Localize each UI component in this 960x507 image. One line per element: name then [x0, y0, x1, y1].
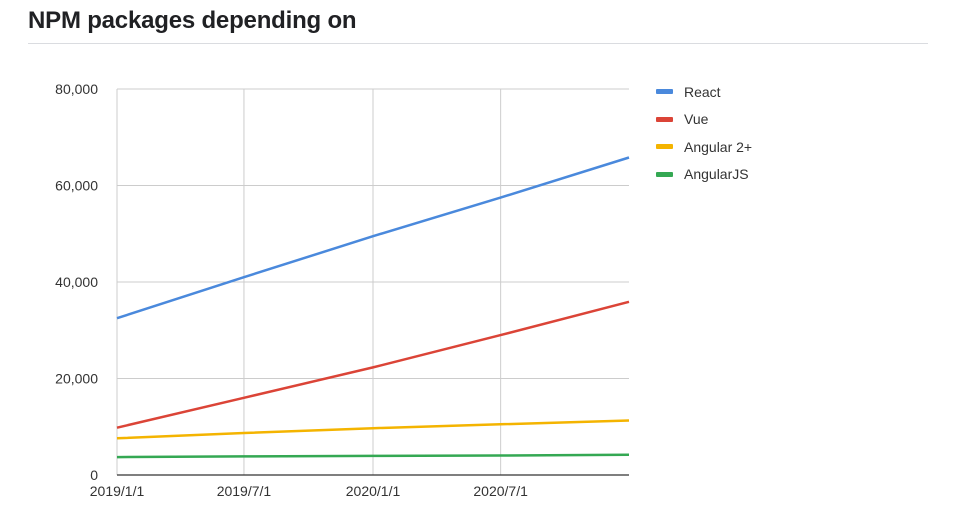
y-tick-label: 80,000: [55, 81, 98, 97]
legend-swatch: [656, 116, 673, 122]
legend-item: Vue: [656, 106, 752, 134]
legend-label: Vue: [684, 111, 709, 128]
legend: React Vue Angular 2+ AngularJS: [656, 78, 752, 188]
legend-item: AngularJS: [656, 161, 752, 189]
legend-item: React: [656, 78, 752, 106]
legend-swatch: [656, 171, 673, 177]
chart-title: NPM packages depending on: [28, 7, 357, 34]
title-divider: [28, 43, 928, 44]
y-tick-label: 60,000: [55, 178, 98, 194]
x-tick-label: 2019/1/1: [90, 483, 145, 499]
legend-label: AngularJS: [684, 166, 749, 183]
y-tick-label: 20,000: [55, 371, 98, 387]
x-tick-label: 2019/7/1: [217, 483, 272, 499]
y-tick-label: 0: [90, 467, 98, 483]
x-tick-label: 2020/1/1: [346, 483, 401, 499]
gridlines: [116, 88, 629, 475]
legend-item: Angular 2+: [656, 133, 752, 161]
series-line-react: [116, 156, 630, 320]
series-line-angularjs: [116, 453, 630, 459]
series-lines: [116, 156, 630, 459]
series-line-angular-2-: [116, 419, 630, 440]
tick-labels: 0 20,000 40,000 60,000 80,000 2019/1/1 2019/7/…: [55, 81, 528, 499]
y-tick-label: 40,000: [55, 274, 98, 290]
legend-swatch: [656, 144, 673, 150]
x-tick-label: 2020/7/1: [473, 483, 528, 499]
legend-swatch: [656, 89, 673, 95]
legend-label: Angular 2+: [684, 138, 753, 155]
series-line-vue: [116, 300, 630, 429]
legend-label: React: [684, 83, 721, 100]
